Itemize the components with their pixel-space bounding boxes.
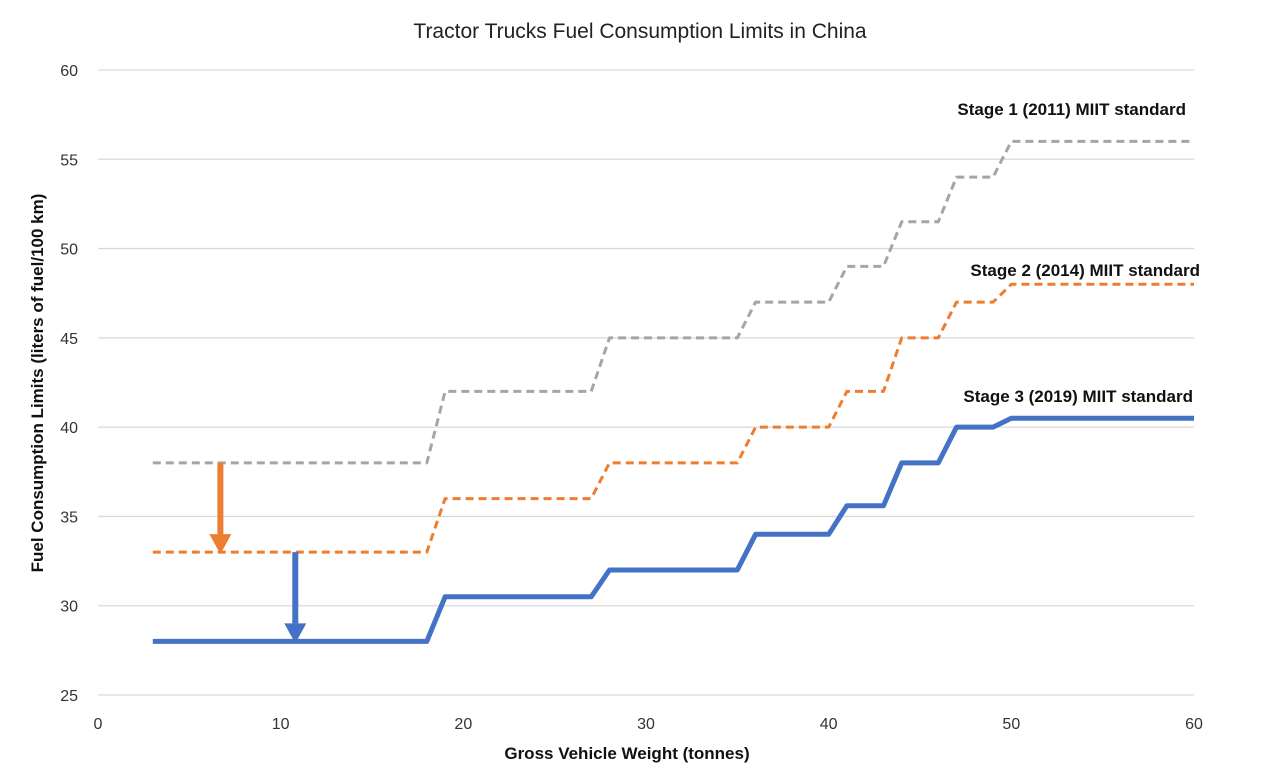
reduction-arrows (209, 462, 307, 644)
x-tick-label: 0 (94, 716, 103, 733)
chart-title: Tractor Trucks Fuel Consumption Limits i… (413, 20, 867, 43)
y-tick-label: 60 (60, 63, 78, 80)
x-tick-label: 30 (637, 716, 655, 733)
y-tick-label: 40 (60, 420, 78, 437)
arrow-head-1 (209, 534, 232, 555)
series-label-stage2: Stage 2 (2014) MIIT standard (970, 261, 1200, 280)
arrow-head-2 (284, 623, 307, 644)
x-tick-label: 40 (820, 716, 838, 733)
y-tick-label: 55 (60, 152, 78, 169)
x-axis-ticks: 0 10 20 30 40 50 60 (94, 716, 1203, 733)
series-labels: Stage 1 (2011) MIIT standard Stage 2 (20… (957, 100, 1200, 406)
series-label-stage3: Stage 3 (2019) MIIT standard (963, 387, 1193, 406)
x-tick-label: 50 (1002, 716, 1020, 733)
x-tick-label: 10 (272, 716, 290, 733)
y-tick-label: 45 (60, 331, 78, 348)
y-tick-label: 35 (60, 509, 78, 526)
series-line-stage3 (152, 415, 1194, 644)
y-tick-label: 50 (60, 242, 78, 259)
x-axis-label: Gross Vehicle Weight (tonnes) (504, 744, 749, 763)
series-line-stage2 (152, 282, 1194, 554)
y-tick-label: 30 (60, 599, 78, 616)
x-tick-label: 60 (1185, 716, 1203, 733)
gridlines (98, 69, 1194, 696)
y-axis-ticks: 25 30 35 40 45 50 55 60 (60, 63, 78, 705)
x-tick-label: 20 (454, 716, 472, 733)
series-line-stage1 (152, 139, 1194, 465)
y-tick-label: 25 (60, 688, 78, 705)
series-label-stage1: Stage 1 (2011) MIIT standard (957, 100, 1186, 119)
y-axis-label: Fuel Consumption Limits (liters of fuel/… (28, 194, 47, 573)
series-lines (152, 139, 1194, 644)
